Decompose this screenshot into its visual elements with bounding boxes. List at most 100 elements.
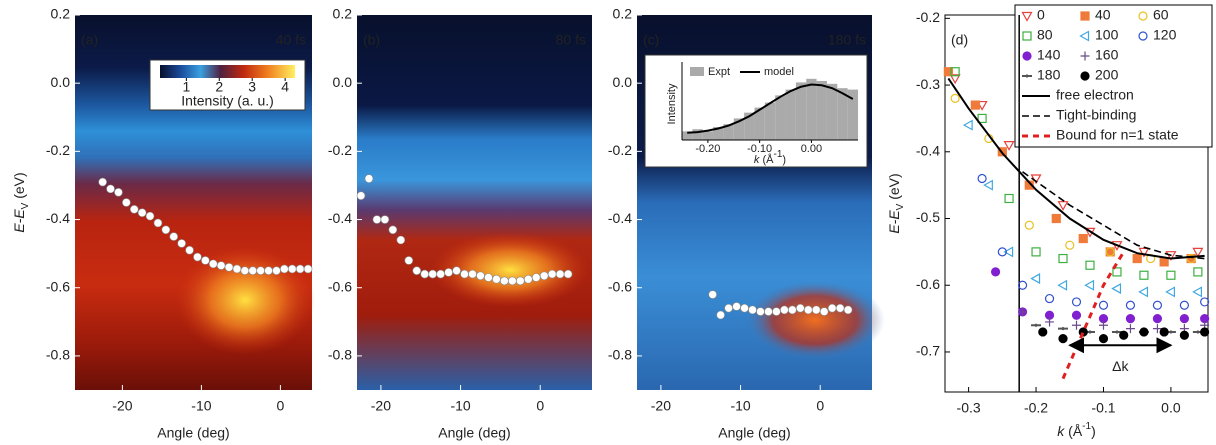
inset-x-label-part: (Å (759, 153, 774, 166)
marker (1166, 270, 1176, 280)
data-point (240, 266, 250, 275)
expt-bar (816, 80, 827, 140)
data-point (380, 215, 390, 224)
expt-bar (713, 127, 724, 140)
marker (1152, 314, 1163, 324)
panel-label: (d) (951, 32, 968, 48)
x-tick-label: 0.00 (801, 143, 822, 155)
colorbar-tick-label: 2 (215, 79, 223, 95)
legend-label: 60 (1153, 7, 1169, 23)
marker (1192, 286, 1202, 298)
data-point (137, 208, 147, 218)
marker (1138, 286, 1149, 298)
marker (1071, 297, 1082, 307)
data-point (444, 268, 453, 277)
marker (1111, 283, 1122, 295)
x-tick-label: -10 (191, 398, 211, 414)
y-tick-label: -0.5 (916, 209, 940, 225)
data-point (843, 305, 853, 315)
legend-label: 140 (1037, 47, 1061, 63)
legend-marker (1080, 51, 1090, 61)
marker (1200, 297, 1210, 307)
panel-label: (b) (363, 32, 380, 48)
legend-marker (1080, 71, 1090, 81)
y-tick-label: -0.3 (916, 76, 940, 92)
data-point (788, 305, 797, 315)
legend-label: 180 (1037, 67, 1061, 83)
legend-marker (1021, 11, 1033, 22)
x-tick-label: -0.3 (957, 400, 981, 416)
data-point (264, 266, 273, 275)
marker (983, 179, 993, 191)
y-axis-label-part: V (20, 202, 31, 209)
data-point (748, 305, 757, 315)
data-point (523, 274, 533, 284)
data-point (248, 266, 258, 275)
legend-marker (1138, 31, 1148, 41)
marker (1098, 334, 1109, 344)
marker (1098, 300, 1109, 310)
data-point (208, 259, 218, 269)
marker (1078, 233, 1088, 244)
x-axis-label-part: (Å (1064, 423, 1083, 439)
data-point (468, 269, 477, 279)
marker (950, 93, 960, 104)
data-point (153, 218, 163, 228)
colorbar-tick-label: 3 (248, 79, 256, 95)
marker (977, 173, 987, 184)
model-line (1061, 251, 1125, 380)
marker (1179, 314, 1189, 324)
expt-bar (764, 102, 776, 140)
y-tick-label: -0.4 (328, 210, 352, 226)
data-point (216, 261, 226, 270)
data-point (106, 184, 115, 194)
data-point (420, 269, 430, 279)
y-tick-label: 0.2 (51, 6, 71, 22)
legend-marker (1079, 30, 1090, 42)
marker (1031, 323, 1042, 327)
inset-x-label-part: -1 (773, 149, 782, 160)
data-point (539, 271, 549, 281)
data-point (185, 245, 194, 255)
y-axis-label-part: V (895, 203, 906, 210)
marker (1030, 273, 1041, 285)
legend-label: model (764, 66, 794, 78)
legend-label: Expt (708, 66, 730, 78)
marker (1058, 253, 1068, 264)
data-point (563, 269, 573, 279)
x-axis-label: Angle (deg) (157, 425, 229, 441)
marker (962, 119, 973, 131)
expt-bar (795, 82, 807, 140)
data-point (114, 187, 123, 197)
legend-label: free electron (1056, 87, 1134, 103)
legend-label: 0 (1037, 7, 1045, 23)
y-tick-label: -0.6 (46, 278, 70, 294)
expt-bar (702, 131, 714, 140)
y-tick-label: 0.0 (333, 74, 353, 90)
x-tick-label: -10 (730, 398, 750, 414)
data-point (780, 305, 789, 315)
expt-bar (692, 129, 703, 140)
x-axis-label-part: -1 (1082, 421, 1091, 432)
data-point (145, 211, 155, 221)
colorbar-tick-label: 4 (281, 79, 289, 95)
marker (1159, 327, 1169, 337)
y-tick-label: -0.6 (328, 278, 352, 294)
legend-marker (1022, 31, 1032, 41)
data-point (129, 205, 139, 214)
marker (977, 113, 987, 124)
legend-marker (1080, 11, 1090, 21)
expt-bar (785, 89, 796, 140)
data-point (303, 264, 313, 274)
data-point (452, 266, 461, 275)
data-point (372, 215, 382, 224)
y-tick-label: -0.2 (328, 142, 352, 158)
y-tick-label: -0.2 (46, 142, 70, 158)
data-point (232, 264, 242, 274)
legend-marker (1138, 11, 1148, 21)
marker (1071, 310, 1082, 320)
data-point (122, 198, 131, 207)
marker (1125, 314, 1136, 324)
marker (1165, 286, 1176, 298)
y-axis-label: E-EV (eV) (11, 172, 31, 232)
